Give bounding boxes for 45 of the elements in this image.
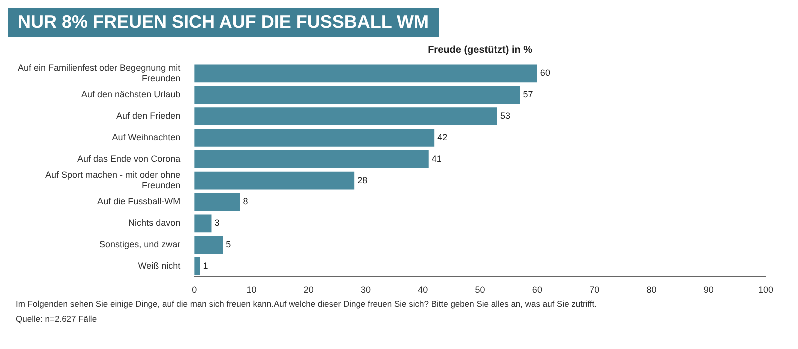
data-label: 8 xyxy=(243,196,248,207)
x-tick-label: 20 xyxy=(304,285,314,296)
source-note: Quelle: n=2.627 Fälle xyxy=(16,314,98,324)
data-label: 3 xyxy=(214,218,220,228)
bar xyxy=(194,172,355,190)
chart-subtitle: Freude (gestützt) in % xyxy=(428,44,533,56)
x-tick-label: 60 xyxy=(532,285,542,296)
data-label: 5 xyxy=(226,240,232,250)
bar xyxy=(194,129,435,147)
bar xyxy=(194,214,212,233)
data-label: 57 xyxy=(523,90,534,100)
bar xyxy=(194,86,520,104)
data-label: 41 xyxy=(432,154,442,164)
x-tick-label: 10 xyxy=(246,285,257,296)
bar xyxy=(194,193,240,212)
x-tick-label: 70 xyxy=(590,285,600,296)
data-label: 28 xyxy=(358,175,368,186)
y-tick-label: Auf die Fussball-WM xyxy=(98,196,181,207)
x-tick-label: 80 xyxy=(646,285,657,296)
y-tick-label: Nichts davon xyxy=(128,218,181,228)
data-label: 42 xyxy=(438,132,448,142)
x-tick-label: 0 xyxy=(192,285,198,296)
data-label: 53 xyxy=(500,111,510,122)
chart-title: NUR 8% FREUEN SICH AUF DIE FUSSBALL WM xyxy=(8,8,440,37)
bar xyxy=(194,64,538,83)
y-tick-label: Weiß nicht xyxy=(138,260,182,271)
x-tick-label: 40 xyxy=(418,285,428,296)
y-tick-label: Auf ein Familienfest oder Begegnung mit Freunden xyxy=(18,62,182,84)
bar xyxy=(194,258,200,276)
text: Im Folgenden sehen Sie einige Dinge, auf die man sich freuen kann.Auf welche dieser Dinge freuen Sie sich? Bitte geben Sie alles an, was auf Sie zutrifft. xyxy=(16,299,598,309)
data-label: 1 xyxy=(203,260,208,271)
bar xyxy=(194,150,429,168)
y-tick-label: Auf Weihnachten xyxy=(112,132,181,142)
x-tick-label: 50 xyxy=(475,285,486,296)
y-tick-label: Auf den Frieden xyxy=(116,111,181,122)
bar xyxy=(194,108,498,126)
y-tick-label: Auf Sport machen - mit oder ohne Freunden xyxy=(46,170,181,191)
y-tick-label: Sonstiges, und zwar xyxy=(100,240,181,250)
y-tick-label: Auf das Ende von Corona xyxy=(78,154,181,164)
y-tick-label: Auf den nächsten Urlaub xyxy=(82,90,181,100)
bar xyxy=(194,236,224,254)
x-tick-label: 100 xyxy=(758,285,774,296)
data-label: 60 xyxy=(540,68,550,78)
x-tick-label: 90 xyxy=(704,285,714,296)
x-tick-label: 30 xyxy=(361,285,372,296)
